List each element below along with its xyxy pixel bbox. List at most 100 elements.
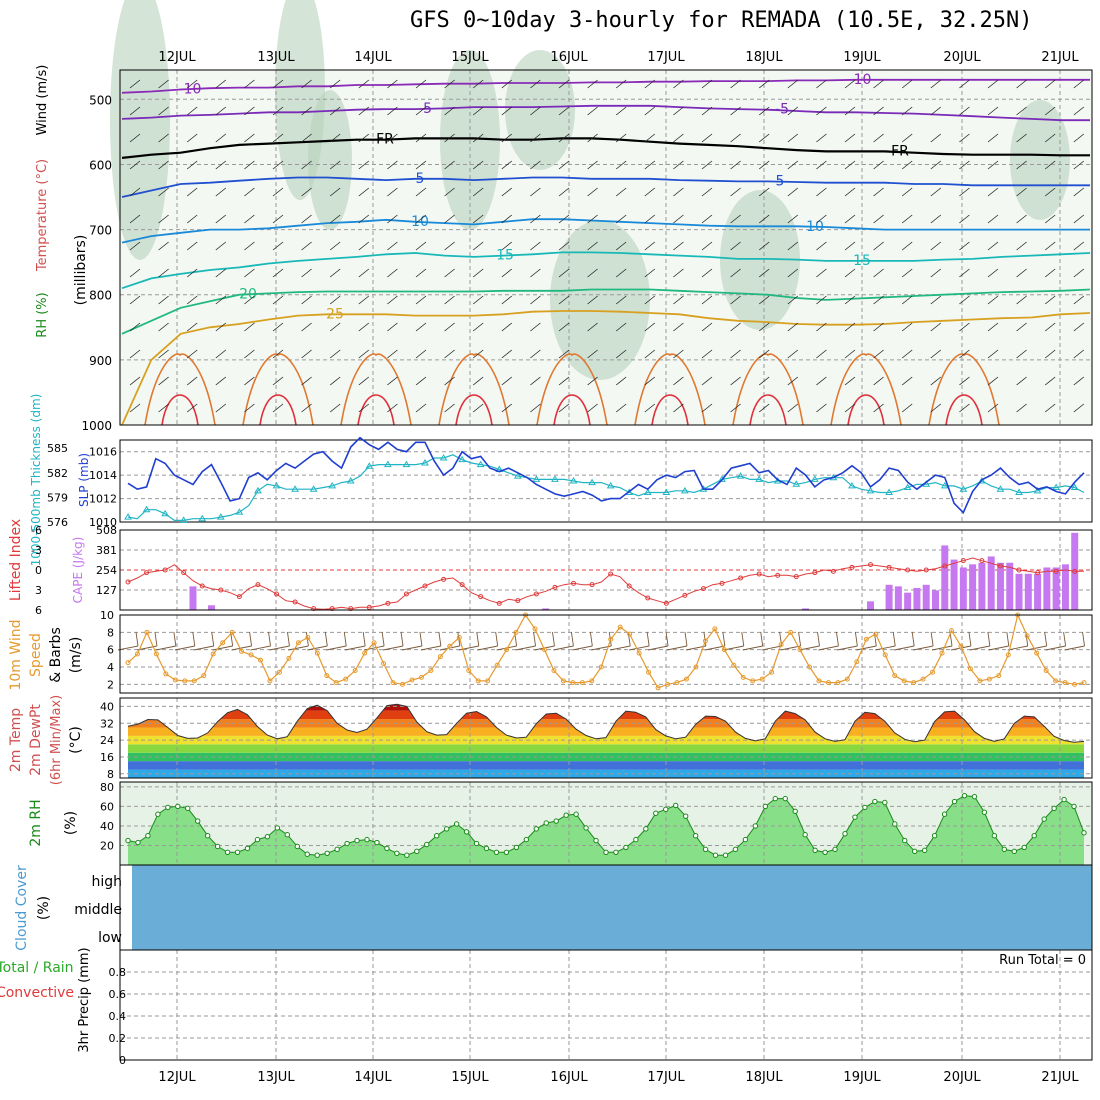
li-point bbox=[292, 599, 298, 605]
rh-point bbox=[722, 852, 729, 858]
rh-point bbox=[1081, 830, 1087, 836]
wind-barb bbox=[1073, 268, 1085, 278]
li-point bbox=[1016, 567, 1022, 573]
thickness-point bbox=[569, 477, 578, 484]
wind-barb bbox=[959, 214, 970, 224]
thickness-point bbox=[1052, 483, 1061, 491]
wind-barb bbox=[301, 106, 312, 116]
surface-barb bbox=[627, 631, 631, 647]
wind-barb bbox=[959, 349, 970, 359]
wind-barb bbox=[1044, 376, 1056, 386]
wind-barb bbox=[272, 349, 284, 359]
surface-barb bbox=[741, 631, 745, 647]
wind-barb bbox=[329, 79, 341, 89]
surface-barb bbox=[894, 645, 915, 651]
rh-point bbox=[434, 833, 440, 839]
rh-area bbox=[128, 795, 1084, 865]
slp-axis-label: SLP (mb) bbox=[77, 453, 91, 507]
pressure-tick-label: 800 bbox=[89, 289, 112, 303]
thickness-point bbox=[254, 486, 262, 494]
rh-point bbox=[583, 825, 589, 831]
cape-bar bbox=[941, 545, 949, 610]
hot-contour bbox=[847, 394, 885, 426]
wind-barb bbox=[501, 187, 513, 197]
rh-point bbox=[1051, 805, 1057, 812]
wind-point bbox=[693, 664, 699, 670]
surface-barb bbox=[438, 631, 442, 647]
surface-barb bbox=[780, 645, 801, 651]
wind-barb bbox=[758, 160, 770, 170]
temp-tick-label: 16 bbox=[100, 751, 114, 764]
wind-barb bbox=[1073, 160, 1085, 170]
wind-barb bbox=[701, 160, 713, 170]
thickness-point bbox=[959, 485, 968, 492]
rh-point bbox=[344, 840, 350, 847]
wind-barb bbox=[387, 241, 398, 251]
surface-barb bbox=[572, 645, 593, 651]
wind-barb bbox=[930, 322, 942, 332]
surface-barb bbox=[345, 645, 366, 651]
cape-bar bbox=[969, 564, 977, 610]
contour-label: 15 bbox=[496, 248, 514, 264]
cape-bar bbox=[959, 567, 967, 610]
wind-barb bbox=[1073, 214, 1085, 224]
rh-point bbox=[374, 839, 380, 846]
wind-barb bbox=[444, 187, 455, 197]
wind-barb bbox=[873, 322, 884, 332]
contour-label: 25 bbox=[326, 306, 344, 322]
thickness-point bbox=[179, 516, 188, 523]
cape-bar bbox=[1052, 567, 1060, 610]
wind-barb bbox=[244, 160, 255, 170]
wind-point bbox=[153, 651, 159, 657]
wind-barb bbox=[186, 241, 198, 251]
warm-contour bbox=[242, 353, 314, 426]
cape-bar bbox=[542, 608, 550, 610]
wind-barb bbox=[615, 295, 627, 305]
li-point bbox=[775, 572, 781, 578]
wind-barb bbox=[558, 160, 570, 170]
wind-point bbox=[163, 671, 169, 677]
temperature-band bbox=[120, 698, 1092, 702]
wind-barb bbox=[472, 187, 484, 197]
wind-barb bbox=[329, 322, 341, 332]
wind-point bbox=[371, 640, 377, 646]
wind-barb bbox=[930, 241, 942, 251]
rh-point bbox=[234, 849, 241, 856]
wind-barb bbox=[673, 214, 684, 224]
wind-point bbox=[939, 650, 945, 656]
wind-barb bbox=[816, 106, 827, 116]
temperature-line bbox=[127, 703, 1085, 743]
date-label-bottom: 15JUL bbox=[451, 1070, 489, 1085]
wind-barb bbox=[558, 79, 570, 89]
li-point bbox=[700, 586, 706, 592]
run-total-label: Run Total = 0 bbox=[999, 953, 1086, 968]
li-point bbox=[533, 591, 539, 597]
rh-point bbox=[653, 810, 659, 816]
rh-point bbox=[404, 852, 410, 858]
wind-barb bbox=[873, 133, 884, 143]
li-point bbox=[830, 568, 836, 574]
wind-point bbox=[911, 680, 917, 686]
pressure-tick-label: 700 bbox=[89, 224, 112, 238]
wind-barb bbox=[415, 349, 427, 359]
wind-barb bbox=[1016, 133, 1027, 143]
wind-barb bbox=[987, 322, 999, 332]
wind-barb bbox=[987, 160, 999, 170]
date-label-top: 21JUL bbox=[1041, 50, 1079, 65]
temp-label-d: (°C) bbox=[68, 726, 84, 754]
wind-barb bbox=[387, 187, 398, 197]
surface-barb bbox=[835, 631, 839, 647]
surface-barb bbox=[249, 631, 253, 647]
li-point bbox=[385, 600, 391, 606]
wind-barb bbox=[615, 214, 627, 224]
wind-barb bbox=[673, 160, 684, 170]
li-point bbox=[552, 584, 558, 590]
wind-barb bbox=[444, 403, 455, 413]
wind-barb bbox=[387, 403, 398, 413]
wind-barb bbox=[415, 376, 427, 386]
wind-barb bbox=[301, 376, 312, 386]
li-point bbox=[422, 583, 428, 589]
wind-point bbox=[418, 674, 424, 680]
rh-point bbox=[274, 825, 281, 831]
thickness-point bbox=[309, 485, 318, 492]
